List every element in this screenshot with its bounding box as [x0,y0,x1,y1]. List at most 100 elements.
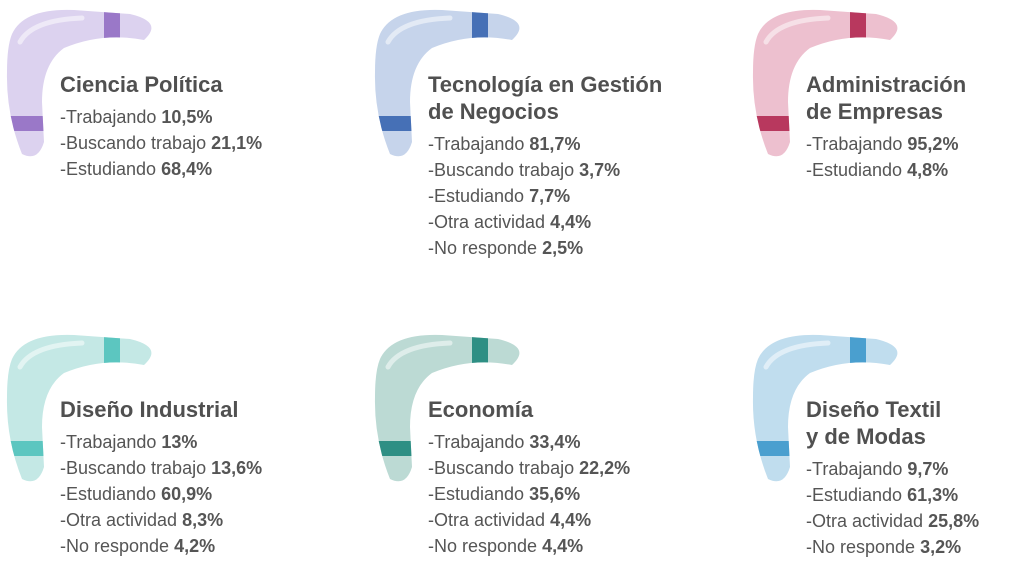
item-label: -Otra actividad [428,510,546,530]
card: Ciencia Política -Trabajando 10,5% -Buscan… [60,71,262,182]
item: -Buscando trabajo 22,2% [428,455,630,481]
item-value: 2,5% [542,238,584,258]
item-value: 35,6% [529,484,581,504]
band [850,334,866,377]
band [752,441,798,456]
item-value: 60,9% [161,484,213,504]
item: -Trabajando 95,2% [806,131,966,157]
item-label: -Otra actividad [428,212,546,232]
item-value: 33,4% [529,432,581,452]
item-label: -Estudiando [806,485,903,505]
item: -Trabajando 33,4% [428,429,630,455]
item-label: -Estudiando [428,484,525,504]
band [6,441,52,456]
item-value: 3,2% [920,537,962,557]
item-value: 4,4% [542,536,584,556]
highlight [763,15,831,45]
item: -Estudiando 7,7% [428,183,662,209]
band [850,9,866,52]
item-value: 61,3% [907,485,959,505]
item-value: 4,8% [907,160,949,180]
item-label: -Trabajando [428,134,525,154]
band [752,116,798,131]
card: Economía -Trabajando 33,4% -Buscando traba… [428,396,630,559]
card-title: Ciencia Política [60,71,262,98]
item-value: 81,7% [529,134,581,154]
highlight [385,15,453,45]
item: -Estudiando 4,8% [806,157,966,183]
item-label: -No responde [428,536,538,556]
item-label: -Trabajando [60,107,157,127]
item: -Trabajando 10,5% [60,104,262,130]
title-line: Economía [428,397,534,422]
title-line: y de Modas [806,424,926,449]
boomerang-body [6,9,152,157]
band [6,116,52,131]
item-label: -Otra actividad [806,511,924,531]
item-label: -Buscando trabajo [60,133,207,153]
card: Diseño Textil y de Modas -Trabajando 9,7% -… [806,396,979,560]
item: -Otra actividad 25,8% [806,508,979,534]
title-line: Diseño Industrial [60,397,239,422]
item: -Estudiando 60,9% [60,481,262,507]
item-label: -Buscando trabajo [428,160,575,180]
band [104,334,120,377]
item-label: -Otra actividad [60,510,178,530]
item: -Estudiando 61,3% [806,482,979,508]
item: -No responde 3,2% [806,534,979,560]
highlight [17,340,85,370]
highlight [17,15,85,45]
item-label: -Estudiando [60,159,157,179]
item: -Buscando trabajo 3,7% [428,157,662,183]
boomerang [6,9,152,157]
item-value: 13,6% [211,458,263,478]
card-title: Economía [428,396,630,423]
title-line: de Negocios [428,99,559,124]
title-line: Administración [806,72,967,97]
item-value: 22,2% [579,458,631,478]
card: Administración de Empresas -Trabajando 95,… [806,71,966,183]
boomerang-body [374,334,520,482]
item-value: 4,4% [550,510,592,530]
band [472,334,488,377]
card: Tecnología en Gestión de Negocios -Trabaja… [428,71,662,261]
title-line: Diseño Textil [806,397,942,422]
item-value: 3,7% [579,160,621,180]
item: -Trabajando 13% [60,429,262,455]
band [472,9,488,52]
band [374,441,420,456]
title-line: de Empresas [806,99,943,124]
item-value: 9,7% [907,459,949,479]
item-label: -No responde [428,238,538,258]
boomerang-body [752,9,898,157]
item-value: 95,2% [907,134,959,154]
item-label: -No responde [806,537,916,557]
item-value: 21,1% [211,133,263,153]
item-value: 4,2% [174,536,216,556]
item-value: 68,4% [161,159,213,179]
card-title: Diseño Industrial [60,396,262,423]
item-label: -Estudiando [60,484,157,504]
item-label: -Buscando trabajo [60,458,207,478]
item: -Otra actividad 4,4% [428,209,662,235]
item: -No responde 2,5% [428,235,662,261]
boomerang-body [374,9,520,157]
item: -Trabajando 81,7% [428,131,662,157]
item-label: -Estudiando [428,186,525,206]
highlight [385,340,453,370]
item-label: -Trabajando [806,134,903,154]
band [374,116,420,131]
item-value: 8,3% [182,510,224,530]
item-value: 13% [161,432,198,452]
boomerang-body [6,334,152,482]
boomerang-body [752,334,898,482]
card: Diseño Industrial -Trabajando 13% -Buscand… [60,396,262,559]
card-title: Tecnología en Gestión de Negocios [428,71,662,125]
item: -Estudiando 35,6% [428,481,630,507]
title-line: Tecnología en Gestión [428,72,663,97]
item: -No responde 4,4% [428,533,630,559]
item: -Buscando trabajo 21,1% [60,130,262,156]
item-value: 4,4% [550,212,592,232]
